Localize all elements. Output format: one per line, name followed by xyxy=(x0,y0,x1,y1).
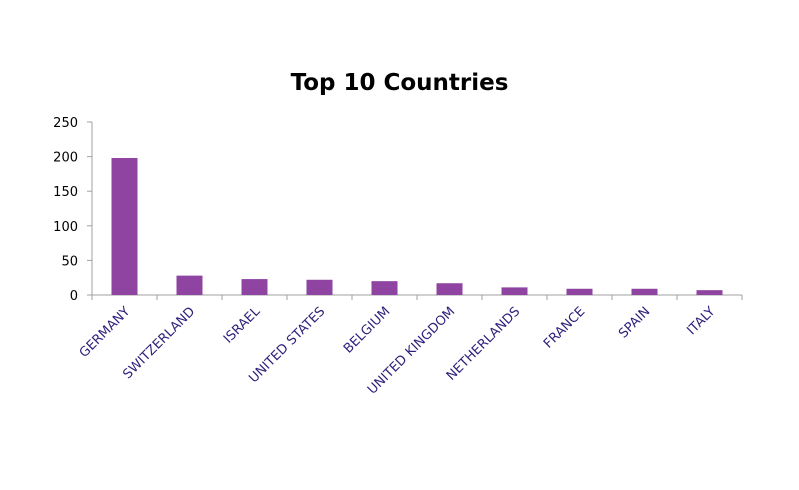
bar xyxy=(566,288,593,295)
y-tick-label: 150 xyxy=(53,185,78,200)
y-tick-label: 200 xyxy=(53,151,78,166)
bar xyxy=(241,279,268,295)
y-tick-label: 100 xyxy=(53,220,78,235)
chart-title: Top 10 Countries xyxy=(290,70,509,96)
bar xyxy=(501,287,528,295)
bar xyxy=(436,283,463,295)
bar xyxy=(631,288,658,295)
bar xyxy=(306,279,333,295)
x-tick-label: ITALY xyxy=(684,304,718,338)
x-tick-label: ISRAEL xyxy=(221,304,264,347)
bar xyxy=(696,290,723,295)
x-tick-label: FRANCE xyxy=(541,304,588,351)
x-tick-label: SPAIN xyxy=(616,304,653,341)
y-tick-label: 250 xyxy=(53,116,78,131)
bar xyxy=(176,275,203,295)
bar xyxy=(111,157,138,295)
x-tick-label: GERMANY xyxy=(77,304,134,361)
y-tick-label: 0 xyxy=(70,289,78,304)
y-tick-label: 50 xyxy=(61,254,78,269)
bar xyxy=(371,281,398,295)
x-tick-label: BELGIUM xyxy=(341,304,393,356)
